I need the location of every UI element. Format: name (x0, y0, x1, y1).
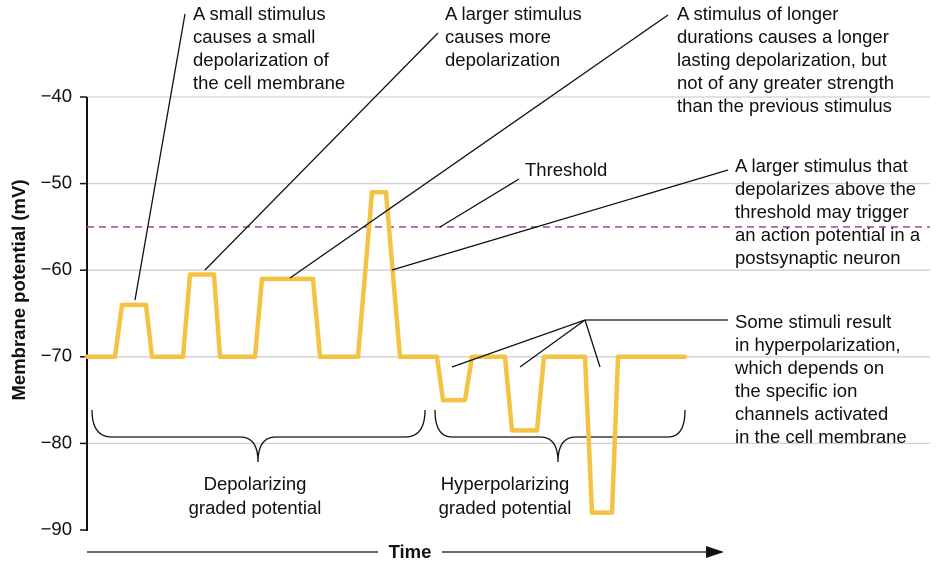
annotation-text: channels activated (735, 403, 888, 424)
leader-line (289, 14, 669, 279)
leader-line (391, 169, 729, 271)
leader-line (204, 32, 439, 271)
annotation-text: A small stimulus (193, 3, 326, 24)
y-tick-label: −90 (41, 518, 72, 539)
annotation-text: depolarizes above the (735, 178, 916, 199)
y-tick-label: −60 (41, 258, 72, 279)
annotation-text: not of any greater strength (677, 72, 894, 93)
brace (434, 409, 686, 463)
annotation-text: an action potential in a (735, 224, 921, 245)
annotation-text: Some stimuli result (735, 311, 891, 332)
y-tick-label: −40 (41, 85, 72, 106)
annotation-text: Threshold (525, 159, 607, 180)
annotation-text: than the previous stimulus (677, 95, 892, 116)
leader-line (451, 319, 728, 368)
annotation-text: the specific ion (735, 380, 857, 401)
brace (91, 409, 426, 463)
annotation-text: postsynaptic neuron (735, 247, 901, 268)
leader-line (134, 13, 186, 301)
annotation-text: A stimulus of longer (677, 3, 838, 24)
annotation-text: in hyperpolarization, (735, 334, 901, 355)
annotation-text: in the cell membrane (735, 426, 907, 447)
annotation-text: threshold may trigger (735, 201, 909, 222)
y-tick-label: −50 (41, 171, 72, 192)
y-tick-label: −80 (41, 431, 72, 452)
annotation-text: A larger stimulus (445, 3, 582, 24)
annotation-text: causes more (445, 26, 551, 47)
group-label: Depolarizing (204, 473, 307, 494)
group-label: graded potential (439, 497, 572, 518)
annotation-text: causes a small (193, 26, 315, 47)
arrow-head (706, 546, 724, 558)
x-axis-label: Time (389, 541, 432, 562)
y-axis-label: Membrane potential (mV) (8, 180, 29, 401)
annotation-text: lasting depolarization, but (677, 49, 887, 70)
group-label: graded potential (189, 497, 322, 518)
annotation-text: A larger stimulus that (735, 155, 908, 176)
y-tick-label: −70 (41, 345, 72, 366)
annotation-text: the cell membrane (193, 72, 345, 93)
annotation-text: depolarization (445, 49, 560, 70)
group-label: Hyperpolarizing (441, 473, 570, 494)
annotation-text: durations causes a longer (677, 26, 889, 47)
annotation-text: which depends on (734, 357, 884, 378)
annotation-text: depolarization of (193, 49, 330, 70)
membrane-trace (84, 190, 688, 515)
leader-line (439, 178, 520, 228)
